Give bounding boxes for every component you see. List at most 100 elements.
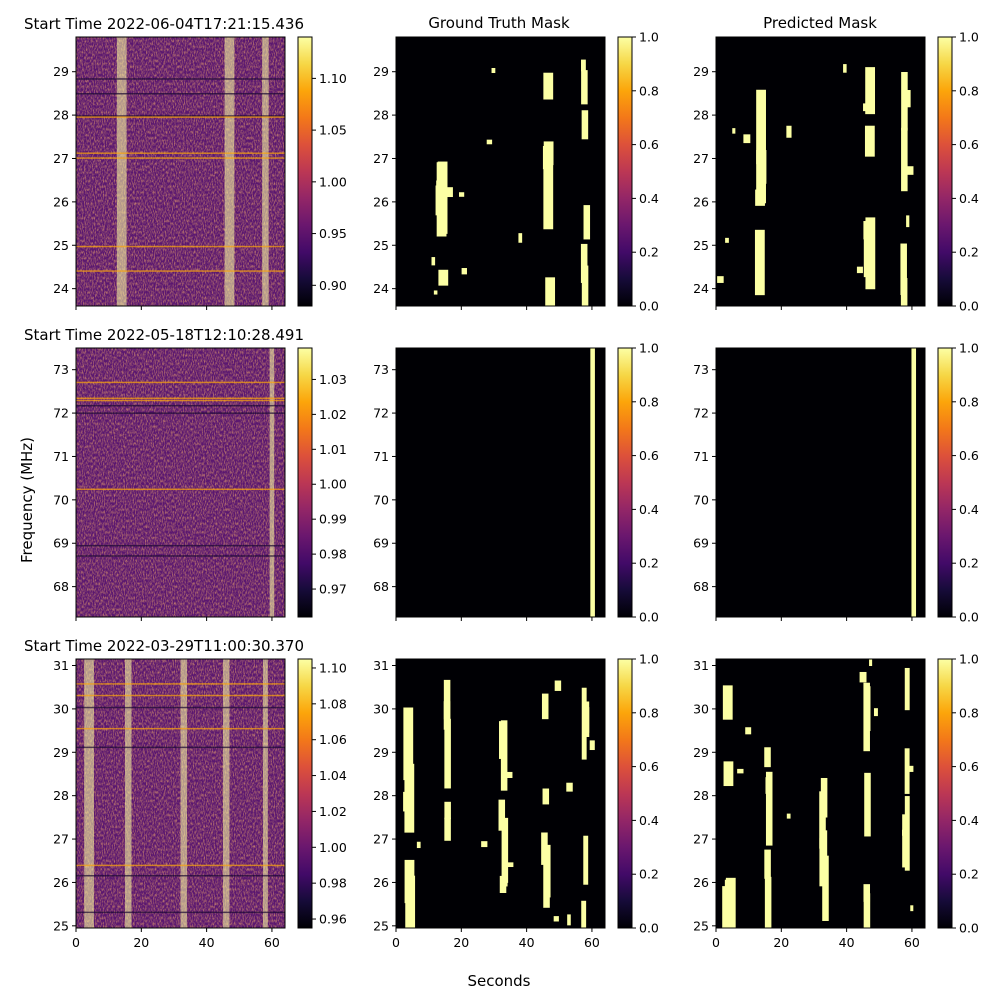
mask-region — [498, 799, 506, 831]
panel-title: Start Time 2022-06-04T17:21:15.436 — [24, 15, 304, 33]
mask-blob — [506, 771, 513, 778]
mask-region — [583, 835, 589, 885]
colorbar-tick-label: 0.2 — [959, 867, 979, 882]
y-tick-label: 69 — [53, 536, 69, 551]
spectrogram-rfi-line — [76, 683, 285, 685]
colorbar — [937, 347, 953, 618]
mask-region — [545, 277, 556, 306]
colorbar-tick-label: 1.03 — [319, 372, 347, 387]
y-tick-label: 72 — [693, 406, 709, 421]
mask-blob — [416, 841, 421, 849]
colorbar-tick-label: 1.06 — [319, 732, 347, 747]
mask-region — [581, 687, 587, 760]
x-tick-label: 40 — [519, 935, 535, 950]
spectrogram-burst-band — [124, 659, 132, 928]
mask-region — [543, 860, 550, 908]
mask-region — [723, 761, 734, 787]
x-tick-label: 0 — [392, 935, 400, 950]
colorbar-tick-label: 0.0 — [959, 610, 979, 625]
spectrogram-rfi-line — [76, 412, 285, 414]
colorbar-tick-label: 0.0 — [639, 299, 659, 314]
mask-blob — [553, 916, 559, 922]
colorbar-tick-label: 0.4 — [959, 813, 979, 828]
mask-region — [543, 141, 554, 166]
mask-image — [716, 37, 925, 306]
y-tick-label: 26 — [373, 875, 389, 890]
colorbar-tick-label: 0.8 — [639, 705, 659, 720]
spectrogram-rfi-line — [76, 874, 285, 877]
y-tick-label: 26 — [53, 194, 69, 209]
mask-region — [756, 89, 766, 165]
y-tick-label: 70 — [373, 492, 389, 507]
mask-region — [542, 788, 550, 805]
figure-ylabel: Frequency (MHz) — [18, 437, 36, 563]
colorbar — [617, 347, 633, 618]
spectrogram-rfi-line — [76, 116, 285, 118]
colorbar-tick-label: 0.0 — [639, 610, 659, 625]
spectrogram-burst-band — [224, 37, 235, 306]
colorbar-tick-label: 0.0 — [639, 921, 659, 936]
y-tick-label: 29 — [53, 64, 69, 79]
mask-blob — [545, 77, 551, 86]
mask-region — [765, 777, 773, 794]
mask-region — [820, 777, 828, 818]
mask-region — [900, 278, 908, 306]
mask-region — [581, 110, 589, 140]
y-tick-label: 25 — [373, 918, 389, 933]
y-tick-label: 25 — [693, 238, 709, 253]
mask-region — [584, 707, 590, 737]
mask-image — [716, 348, 925, 617]
panel-2-0: Start Time 2022-03-29T11:00:30.370 25 26 27… — [24, 637, 347, 950]
panel-0-1: 24 25 26 27 28 29 0.0 0.2 0.4 0.6 0.8 1.0 — [373, 30, 659, 314]
panel-2-2: 25 26 27 28 29 30 31 0 20 40 60 0.0 0.2 0.4 0.6 0.8 1.0 — [693, 652, 979, 951]
mask-blob — [732, 128, 736, 134]
colorbar-tick-label: 1.0 — [639, 341, 659, 356]
colorbar-tick-label: 0.6 — [639, 137, 659, 152]
mask-region — [403, 707, 414, 781]
spectrogram-rfi-line — [76, 706, 285, 709]
y-tick-label: 28 — [53, 108, 69, 123]
y-tick-label: 24 — [373, 281, 389, 296]
y-tick-label: 69 — [373, 536, 389, 551]
axes-frame — [75, 36, 286, 307]
x-tick-label: 20 — [773, 935, 789, 950]
mask-region — [864, 125, 875, 157]
colorbar-tick-label: 1.0 — [639, 30, 659, 45]
mask-region — [581, 70, 588, 105]
mask-blob — [856, 266, 863, 274]
mask-blob — [581, 59, 586, 72]
spectrogram-rfi-line — [76, 92, 285, 95]
spectrogram-rfi-line — [76, 381, 285, 384]
colorbar-tick-label: 1.02 — [319, 804, 347, 819]
spectrogram-burst-band — [116, 37, 127, 306]
y-tick-label: 71 — [693, 449, 709, 464]
y-tick-label: 28 — [373, 788, 389, 803]
colorbar-tick-label: 1.10 — [319, 71, 347, 86]
mask-blob — [506, 862, 514, 868]
mask-region — [819, 791, 826, 849]
spectrogram-rfi-line — [76, 555, 285, 557]
y-tick-label: 25 — [53, 918, 69, 933]
colorbar-tick-label: 0.8 — [639, 394, 659, 409]
colorbar-tick-label: 1.04 — [319, 768, 347, 783]
y-tick-label: 24 — [693, 281, 709, 296]
axes-frame — [395, 36, 606, 307]
colorbar-tick-label: 0.0 — [959, 921, 979, 936]
spectrogram-rfi-line — [76, 152, 285, 154]
spectrogram-burst-band — [262, 659, 268, 928]
y-tick-label: 28 — [693, 108, 709, 123]
colorbar-tick-label: 0.90 — [319, 278, 347, 293]
panel-1-0: Start Time 2022-05-18T12:10:28.491 68 69 70… — [24, 326, 347, 621]
mask-region — [756, 150, 767, 184]
mask-blob — [908, 765, 914, 772]
mask-region — [822, 855, 829, 921]
spectrogram-rfi-line — [76, 397, 285, 400]
y-tick-label: 70 — [693, 492, 709, 507]
mask-blob — [737, 768, 744, 774]
y-tick-label: 27 — [693, 151, 709, 166]
y-tick-label: 70 — [53, 492, 69, 507]
spectrogram-burst-band — [180, 659, 188, 928]
x-tick-label: 60 — [904, 935, 920, 950]
axes-frame — [395, 347, 606, 618]
mask-blob — [446, 187, 453, 198]
